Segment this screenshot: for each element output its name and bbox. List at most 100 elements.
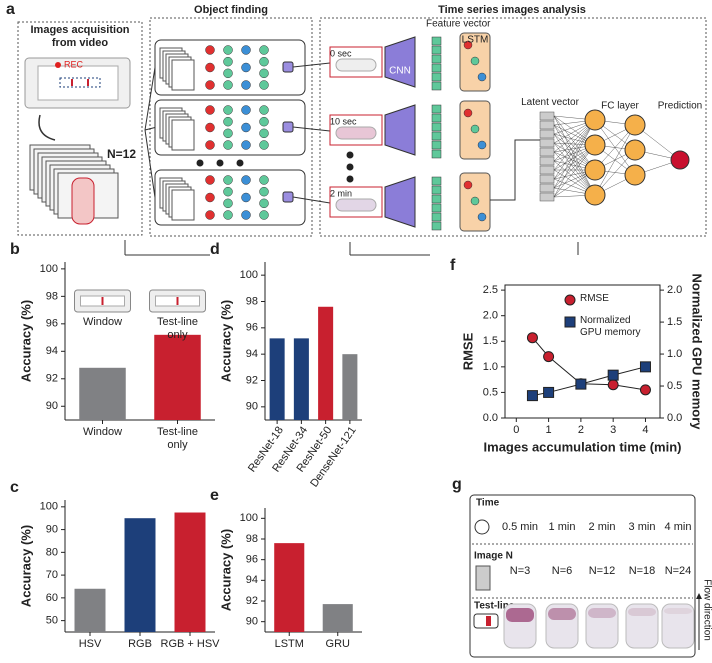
image-stack (29, 144, 119, 225)
feature-cell (431, 72, 442, 82)
strip (37, 65, 119, 101)
tube-stain (506, 608, 534, 622)
line-icon (486, 616, 491, 626)
marker (543, 386, 555, 398)
fc-node (624, 114, 646, 136)
table-box (469, 494, 696, 658)
feature-cell (431, 104, 442, 114)
bar (79, 367, 126, 420)
panel-label: g (452, 476, 462, 493)
latent-cell (539, 174, 555, 184)
feature-cell (431, 45, 442, 55)
x-tick-label-wrap: HSV (79, 638, 102, 650)
tube (661, 603, 695, 649)
lstm-node (463, 40, 473, 50)
bar (74, 588, 106, 632)
x-tick-label: LSTM (274, 638, 304, 650)
node (241, 192, 251, 203)
node (223, 186, 233, 197)
node (259, 198, 269, 209)
node (223, 80, 233, 90)
node (223, 45, 233, 55)
node (223, 105, 233, 115)
fc-node (584, 134, 606, 156)
panel-label: a (6, 1, 15, 18)
lstm-node (477, 212, 487, 222)
frame-tube (335, 198, 377, 212)
arrow (292, 196, 331, 204)
row-head: Test-line (474, 601, 515, 612)
y-tick-label: 96 (246, 554, 258, 566)
latent-label: Latent vector (521, 97, 579, 108)
cell: N=18 (629, 565, 656, 577)
edge (553, 115, 596, 171)
y-tick-label: 100 (40, 263, 58, 275)
x-tick-label: 4 (642, 424, 648, 436)
node (205, 175, 215, 185)
clock-icon (474, 519, 490, 535)
feature-cell (431, 36, 442, 46)
feature-cell (431, 176, 442, 186)
lstm-out (490, 139, 540, 201)
y-tick-label: 90 (246, 401, 258, 413)
bar (174, 512, 206, 632)
y2-axis-label: Normalized GPU memory (690, 273, 705, 430)
sheet (171, 59, 195, 91)
y-tick-label: 1.0 (483, 361, 498, 373)
tube (71, 177, 95, 225)
y-tick-label: 94 (246, 574, 258, 586)
pool (282, 191, 294, 203)
annotation: Test-line only (157, 316, 198, 341)
node (241, 80, 251, 90)
arrow (292, 62, 331, 68)
cell: 4 min (665, 521, 692, 533)
y-tick-label: 50 (46, 615, 58, 627)
node (259, 175, 269, 185)
cell: 2 min (589, 521, 616, 533)
acq-title-wrap: Images acquisition from video (30, 24, 129, 49)
node (259, 80, 269, 90)
node (205, 45, 215, 55)
tube-stain (628, 608, 656, 616)
y-axis-label: Accuracy (%) (18, 525, 33, 607)
flow-label: Flow direction (701, 579, 712, 641)
node (205, 62, 215, 73)
feature-cell (431, 149, 442, 159)
pool (282, 121, 294, 133)
y-tick-label: 60 (46, 592, 58, 604)
table: Time 0.5 min 1 min 2 min 3 min 4 min Image N N=… (474, 498, 695, 649)
cell: N=3 (510, 565, 531, 577)
node (205, 105, 215, 115)
node (241, 210, 251, 220)
bar (274, 543, 305, 632)
node (223, 210, 233, 220)
fc-label: FC layer (601, 101, 639, 112)
y-tick-label: 90 (246, 616, 258, 628)
box (319, 17, 707, 237)
node (259, 186, 269, 197)
x-tick-label: Test-line only (157, 426, 198, 451)
feature-cell (431, 221, 442, 231)
y-tick-label: 2.0 (483, 310, 498, 322)
cnn-label: CNN (389, 66, 411, 77)
y-tick-label: 70 (46, 569, 58, 581)
y-axis-label: Accuracy (%) (218, 529, 233, 611)
marker (639, 384, 651, 396)
frame-tube (335, 58, 377, 72)
cell: 0.5 min (502, 521, 538, 533)
lstm-node (470, 196, 480, 206)
y-tick-label: 96 (246, 322, 258, 334)
y-tick-label: 100 (240, 269, 258, 281)
y-tick-label: 92 (46, 373, 58, 385)
x-tick-label: 3 (610, 424, 616, 436)
connector (124, 240, 579, 256)
node (259, 56, 269, 67)
node (205, 140, 215, 150)
node (223, 175, 233, 185)
x-tick-label-wrap: RGB + HSV (161, 638, 220, 650)
frame-label: 2 min (330, 188, 352, 198)
lstm-node (477, 72, 487, 82)
x-tick-label: 2 (578, 424, 584, 436)
y-tick-label: 90 (46, 523, 58, 535)
lstm-label: LSTM (462, 35, 489, 46)
